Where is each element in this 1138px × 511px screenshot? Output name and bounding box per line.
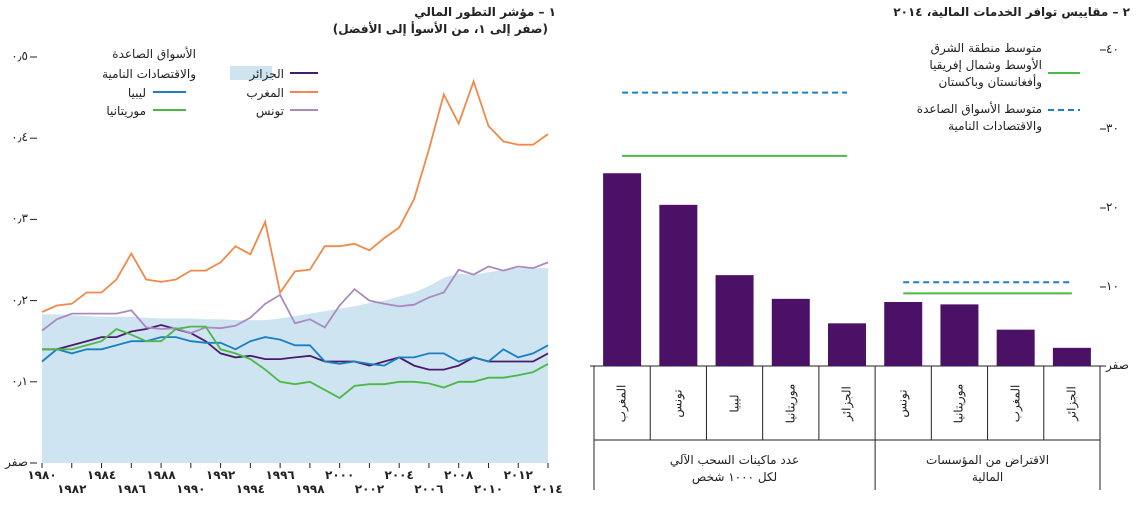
category-label: المغرب [1008,384,1023,423]
legend-swatch [230,66,272,80]
chart-title: ١ – مؤشر التطور المالي [414,5,556,19]
y-tick-label: ٢٠ [1106,200,1119,214]
x-tick-label: ١٩٨٨ [146,468,176,482]
legend-label: تونس [255,104,284,118]
y-tick-label: ٠٫٥ [11,49,28,63]
y-tick-label: ٠٫٤ [11,130,28,145]
group-label: الاقتراض من المؤسسات المالية [926,453,1050,484]
area [42,268,548,463]
x-tick-label: ١٩٩٤ [235,482,265,496]
x-tick-label: ٢٠٠٢ [354,482,385,496]
x-tick-label: ١٩٩٢ [205,468,236,482]
x-tick-label: ٢٠٠٠ [324,468,355,482]
y-tick-label: ٠٫١ [11,373,28,388]
x-tick-label: ٢٠٠٨ [444,468,474,482]
chart-title: ٢ – مقاييس توافر الخدمات المالية، ٢٠١٤ [893,5,1130,19]
legend-label: ليبيا [127,86,146,100]
x-tick-label: ١٩٨٦ [116,482,146,496]
x-tick-label: ١٩٩٨ [295,482,325,496]
category-label: تونس [670,389,685,418]
category-label: الجزائر [1064,386,1079,421]
line [41,78,549,313]
x-tick-label: ١٩٨٤ [86,468,117,482]
category-label: المغرب [614,384,629,423]
bar [940,304,979,366]
x-tick-label: ١٩٨٢ [57,482,87,496]
y-tick-label: صفر [5,455,28,469]
x-tick-label: ٢٠٠٦ [414,482,444,496]
legend-label: متوسط الأسواق الصاعدة والاقتصادات النامي… [916,102,1042,133]
category-label: ليبيا [727,394,742,413]
bar [771,298,810,366]
line [41,336,549,367]
x-tick-label: ٢٠١٤ [533,482,563,496]
legend-label: الجزائر [249,67,284,81]
group-label: عدد ماكينات السحب الآلي لكل ١٠٠٠ شخص [669,453,800,484]
y-tick-label: ٤٠ [1106,42,1119,56]
y-tick-label: ٣٠ [1106,121,1119,135]
bar [884,302,923,366]
bar [1052,347,1091,366]
bar [603,173,642,366]
bar [996,329,1035,366]
y-tick-label: ٠٫٣ [11,211,28,226]
category-label: موريتانيا [951,383,966,424]
x-tick-label: ٢٠١٠ [473,482,504,496]
legend-label: متوسط منطقة الشرق الأوسط وشمال إفريقيا و… [929,41,1042,89]
y-tick-label: ١٠ [1106,279,1119,293]
category-label: تونس [895,389,910,418]
legend-label: الأسواق الصاعدة والاقتصادات النامية [102,47,196,81]
y-tick-label: ٠٫٢ [11,292,28,307]
category-label: موريتانيا [783,383,798,424]
x-tick-label: ٢٠١٢ [503,468,533,482]
legend-label: موريتانيا [106,104,146,118]
line [41,261,549,335]
line [42,325,549,400]
x-tick-label: ١٩٩٠ [176,482,206,496]
legend-label: المغرب [246,86,284,100]
category-label: الجزائر [839,386,854,421]
y-tick-label: صفر [1106,358,1129,372]
bar [828,323,866,366]
x-tick-label: ٢٠٠٤ [384,468,414,482]
bar [715,275,754,366]
x-tick-label: ١٩٨٠ [27,468,57,482]
chart-subtitle: (صفر إلى ١، من الأسوأ إلى الأفضل) [332,22,548,36]
x-tick-label: ١٩٩٦ [265,468,295,482]
bar [659,204,698,366]
